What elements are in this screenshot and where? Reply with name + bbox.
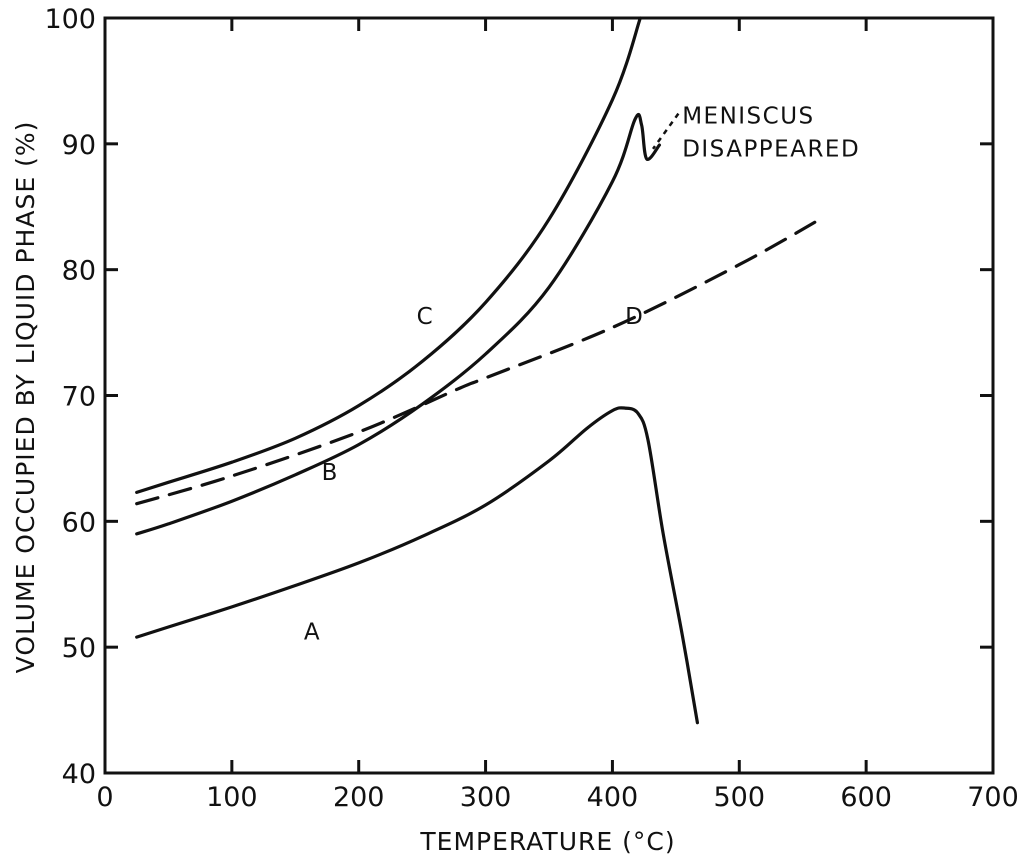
y-tick-label: 60 (62, 507, 96, 538)
y-tick-label: 50 (62, 633, 96, 664)
series-line-b (135, 113, 661, 536)
y-tick-label: 70 (62, 382, 96, 413)
series-line-c (135, 16, 642, 494)
x-tick-label: 300 (460, 782, 512, 813)
series-line-a (135, 406, 699, 725)
curve-label-b: B (322, 460, 338, 486)
annotation-text: MENISCUS (682, 104, 814, 130)
curve-label-c: C (417, 304, 433, 330)
y-tick-label: 100 (44, 4, 96, 35)
x-tick-label: 200 (333, 782, 385, 813)
y-tick-labels: 40 50 60 70 80 90 100 (44, 4, 96, 790)
curve-label-d: D (625, 304, 643, 330)
x-tick-labels: 0 100 200 300 400 500 600 700 (96, 782, 1018, 813)
axis-ticks (103, 16, 995, 775)
y-axis-title: VOLUME OCCUPIED BY LIQUID PHASE (%) (11, 121, 40, 674)
annotations: MENISCUS DISAPPEARED (652, 104, 860, 162)
annotation-leader-line (652, 112, 680, 150)
curve-labels: A B C D (304, 304, 643, 646)
series-lines (135, 16, 826, 725)
annotation-text: DISAPPEARED (682, 136, 860, 162)
x-tick-label: 500 (714, 782, 766, 813)
plot-frame (103, 16, 995, 775)
x-tick-label: 700 (967, 782, 1019, 813)
curve-label-a: A (304, 620, 320, 646)
x-axis-title: TEMPERATURE (°C) (419, 827, 675, 856)
y-tick-label: 80 (62, 256, 96, 287)
x-tick-label: 0 (96, 782, 113, 813)
y-tick-label: 90 (62, 130, 96, 161)
x-tick-label: 100 (206, 782, 258, 813)
y-tick-label: 40 (62, 759, 96, 790)
x-tick-label: 600 (840, 782, 892, 813)
series-line-d (135, 215, 826, 506)
plot-border (103, 16, 995, 775)
x-tick-label: 400 (587, 782, 639, 813)
